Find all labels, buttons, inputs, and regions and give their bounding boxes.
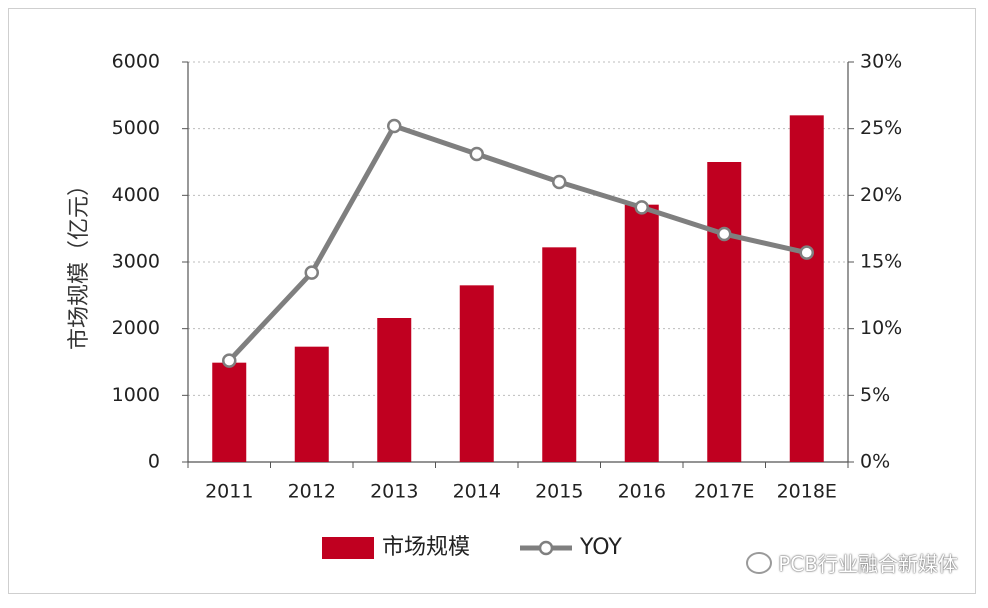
- x-tick-label: 2011: [205, 481, 253, 503]
- bar: [459, 285, 494, 462]
- x-tick-label: 2017E: [694, 481, 754, 503]
- y-tick-label: 1000: [112, 384, 160, 406]
- y2-tick-label: 25%: [860, 117, 902, 139]
- chart-frame: [8, 8, 976, 594]
- x-tick-label: 2013: [370, 481, 418, 503]
- bar: [542, 247, 577, 462]
- y-tick-label: 4000: [112, 184, 160, 206]
- yoy-point: [222, 353, 237, 368]
- legend-bar-swatch: [322, 537, 374, 559]
- yoy-line: [227, 123, 808, 363]
- y-tick-label: 2000: [112, 317, 160, 339]
- yoy-point: [387, 118, 402, 134]
- bar: [789, 115, 824, 462]
- y2-tick-label: 20%: [860, 184, 902, 206]
- legend-line-label: YOY: [579, 535, 622, 560]
- watermark: PCB行业融合新媒体: [746, 548, 958, 577]
- yoy-point: [552, 174, 567, 190]
- y-axis-label: 市场规模（亿元）: [67, 174, 92, 350]
- y-tick-label: 6000: [112, 51, 160, 73]
- y2-tick-label: 5%: [860, 384, 890, 406]
- bar: [707, 162, 742, 462]
- y-tick-label: 5000: [112, 117, 160, 139]
- y2-tick-label: 30%: [860, 51, 902, 73]
- yoy-point: [634, 200, 649, 215]
- yoy-point: [717, 226, 732, 242]
- y-tick-label: 3000: [112, 251, 160, 273]
- x-tick-label: 2016: [618, 481, 666, 503]
- x-tick-label: 2014: [453, 481, 501, 503]
- yoy-point: [799, 245, 814, 260]
- y2-tick-label: 0%: [860, 451, 890, 473]
- legend-line-marker: [538, 540, 554, 556]
- yoy-point: [304, 265, 319, 280]
- yoy-point: [469, 146, 484, 162]
- y2-tick-label: 10%: [860, 317, 902, 339]
- y-tick-label: 0: [148, 451, 160, 473]
- legend-bar-label: 市场规模: [382, 535, 470, 560]
- wechat-icon: [746, 551, 773, 574]
- bar: [294, 346, 329, 462]
- x-tick-label: 2015: [535, 481, 583, 503]
- x-tick-label: 2012: [288, 481, 336, 503]
- x-tick-label: 2018E: [777, 481, 837, 503]
- watermark-text: PCB行业融合新媒体: [778, 552, 958, 576]
- bar: [624, 204, 659, 462]
- bar: [377, 318, 412, 462]
- y2-tick-label: 15%: [860, 251, 902, 273]
- bar: [212, 362, 247, 462]
